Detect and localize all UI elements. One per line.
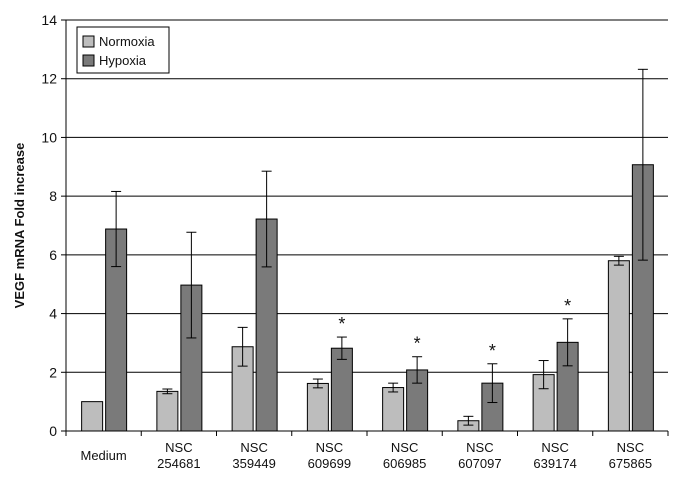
x-tick-label-nsc-639174: NSC 639174 <box>533 440 576 471</box>
y-axis-title: VEGF mRNA Fold increase <box>12 143 27 309</box>
bar-normoxia-nsc-606985 <box>382 387 405 432</box>
y-tick-label-4: 4 <box>49 306 57 322</box>
significance-star-nsc-607097: * <box>489 341 496 361</box>
x-tick-label-nsc-607097: NSC 607097 <box>458 440 501 471</box>
x-tick-label-line-1: NSC <box>466 440 493 455</box>
significance-annotations: * * * * <box>338 296 571 361</box>
x-tick-label-line-1: NSC <box>165 440 192 455</box>
bar-normoxia-medium <box>81 401 104 432</box>
x-tick-label-medium: Medium <box>81 448 127 463</box>
legend-label-hypoxia: Hypoxia <box>99 53 147 68</box>
legend-swatch-normoxia <box>82 35 95 48</box>
gridlines <box>66 19 668 373</box>
x-tick-label-line-2: 359449 <box>232 456 275 471</box>
x-tick-label-nsc-359449: NSC 359449 <box>232 440 275 471</box>
bar-normoxia-nsc-254681 <box>156 390 179 432</box>
legend-label-normoxia: Normoxia <box>99 34 155 49</box>
y-tick-label-6: 6 <box>49 247 57 263</box>
significance-star-nsc-609699: * <box>338 314 345 334</box>
y-tick-label-12: 12 <box>41 71 57 87</box>
x-tick-label-line-2: 639174 <box>533 456 576 471</box>
bar-normoxia-nsc-609699 <box>306 382 329 432</box>
x-tick-label-line-2: 607097 <box>458 456 501 471</box>
x-tick-label-line-2: 675865 <box>609 456 652 471</box>
y-tick-label-2: 2 <box>49 364 57 380</box>
legend: Normoxia Hypoxia <box>76 26 170 74</box>
y-tick-label-0: 0 <box>49 423 57 439</box>
x-tick-label-line-1: NSC <box>240 440 267 455</box>
bars <box>81 164 654 432</box>
x-tick-label-nsc-609699: NSC 609699 <box>308 440 351 471</box>
x-tick-label-line-1: NSC <box>617 440 644 455</box>
legend-swatch-hypoxia <box>82 54 95 67</box>
y-tick-label-14: 14 <box>41 12 57 28</box>
x-tick-label-line-2: 254681 <box>157 456 200 471</box>
bar-normoxia-nsc-675865 <box>607 260 630 432</box>
x-tick-label-line-2: 609699 <box>308 456 351 471</box>
x-tick-label-nsc-254681: NSC 254681 <box>157 440 200 471</box>
significance-star-nsc-606985: * <box>414 334 421 354</box>
x-tick-label-nsc-675865: NSC 675865 <box>609 440 652 471</box>
significance-star-nsc-639174: * <box>564 296 571 316</box>
x-tick-label-line-2: 606985 <box>383 456 426 471</box>
y-tick-label-8: 8 <box>49 188 57 204</box>
bar-hypoxia-nsc-609699 <box>330 347 353 432</box>
error-bars <box>111 68 648 426</box>
x-tick-label-nsc-606985: NSC 606985 <box>383 440 426 471</box>
x-tick-label-line-1: NSC <box>316 440 343 455</box>
x-tick-label-line-1: NSC <box>391 440 418 455</box>
x-tick-label-line-1: NSC <box>541 440 568 455</box>
y-tick-label-10: 10 <box>41 129 57 145</box>
